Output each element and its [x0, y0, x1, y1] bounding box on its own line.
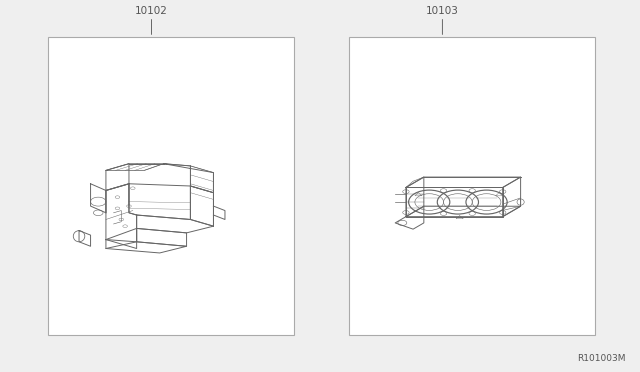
Text: R101003M: R101003M	[577, 354, 626, 363]
Text: 10102: 10102	[135, 6, 168, 16]
Bar	[48, 37, 294, 335]
Text: 10103: 10103	[426, 6, 459, 16]
Bar	[349, 37, 595, 335]
